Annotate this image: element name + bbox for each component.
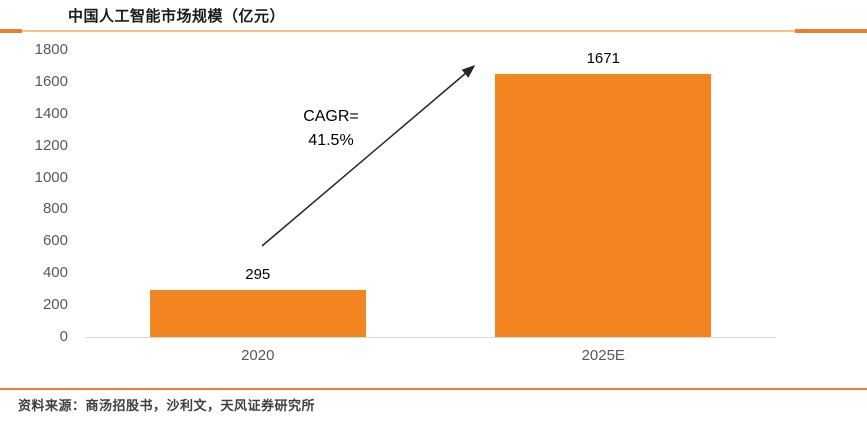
y-tick: 1800 bbox=[34, 41, 68, 58]
bar-2025e bbox=[495, 74, 712, 337]
y-tick: 800 bbox=[42, 200, 68, 218]
y-tick: 0 bbox=[59, 327, 68, 345]
cagr-annotation: CAGR= 41.5% bbox=[288, 105, 374, 153]
bar-value-label: 295 bbox=[245, 265, 271, 283]
bar-2020 bbox=[149, 289, 366, 337]
plot-area: 295 1671 bbox=[85, 50, 776, 338]
source-note: 资料来源：商汤招股书，沙利文，天风证券研究所 bbox=[18, 398, 316, 413]
header-divider-right-accent bbox=[795, 29, 867, 33]
y-tick: 1000 bbox=[34, 168, 68, 186]
bar-value-label: 1671 bbox=[586, 50, 620, 67]
x-label-2020: 2020 bbox=[241, 347, 275, 364]
y-tick: 1400 bbox=[34, 104, 68, 122]
bar-slot-2020: 295 bbox=[85, 50, 431, 337]
cagr-annotation-line2: 41.5% bbox=[308, 132, 354, 149]
cagr-annotation-line1: CAGR= bbox=[303, 108, 359, 125]
y-tick: 200 bbox=[42, 296, 68, 313]
header-divider-left-accent bbox=[0, 29, 22, 33]
chart-title: 中国人工智能市场规模（亿元） bbox=[68, 8, 286, 25]
y-tick: 600 bbox=[42, 232, 68, 250]
x-axis: 2020 2025E bbox=[85, 347, 776, 364]
y-axis: 1800 1600 1400 1200 1000 800 600 400 200… bbox=[0, 42, 68, 345]
header-divider bbox=[0, 29, 867, 34]
bar-slot-2025e: 1671 bbox=[431, 50, 777, 337]
y-tick: 1200 bbox=[34, 136, 68, 154]
y-tick: 400 bbox=[42, 264, 68, 282]
header-divider-light-line bbox=[0, 30, 867, 32]
x-label-2025e: 2025E bbox=[581, 347, 625, 364]
growth-arrow bbox=[261, 65, 476, 247]
y-tick: 1600 bbox=[34, 72, 68, 90]
footer-divider bbox=[0, 388, 867, 390]
